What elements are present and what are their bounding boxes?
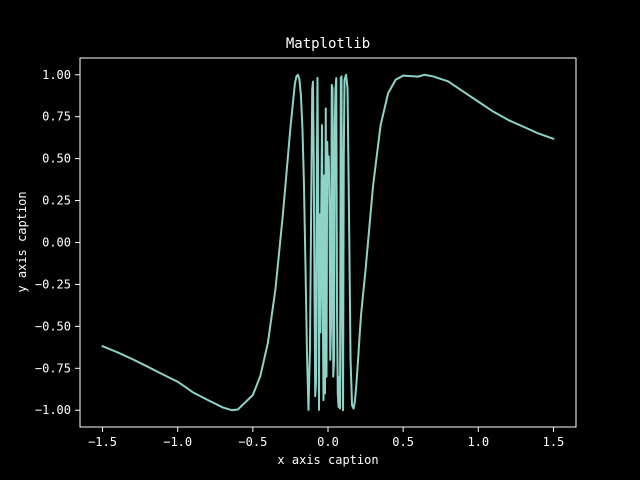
series-line [101,73,555,412]
x-tick-label: −1.0 [163,435,192,449]
y-tick-label: 1.00 [42,68,71,82]
y-tick-label: 0.00 [42,236,71,250]
y-tick-label: 0.50 [42,152,71,166]
y-tick-label: −0.25 [35,277,71,291]
y-tick-label: −1.00 [35,403,71,417]
x-tick-label: −0.5 [238,435,267,449]
x-tick-label: 1.0 [467,435,489,449]
x-axis-ticks: −1.5 −1.0 −0.5 0.0 0.5 1.0 1.5 [88,427,564,449]
plot-area [79,57,577,428]
y-tick-label: 0.75 [42,110,71,124]
x-tick-label: −1.5 [88,435,117,449]
y-tick-label: 0.25 [42,194,71,208]
y-tick-label: −0.50 [35,319,71,333]
x-tick-label: 1.5 [543,435,565,449]
y-tick-label: −0.75 [35,361,71,375]
x-axis-label: x axis caption [277,453,378,467]
x-tick-label: 0.5 [392,435,414,449]
y-axis-ticks: −1.00 −0.75 −0.50 −0.25 0.00 0.25 0.50 0.75 1.00 [35,68,80,417]
chart-title: Matplotlib [286,36,370,52]
y-axis-label: y axis caption [15,191,29,292]
x-tick-label: 0.0 [317,435,339,449]
